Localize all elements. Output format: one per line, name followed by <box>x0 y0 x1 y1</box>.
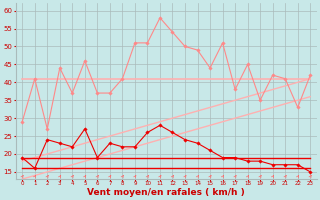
X-axis label: Vent moyen/en rafales ( km/h ): Vent moyen/en rafales ( km/h ) <box>87 188 245 197</box>
